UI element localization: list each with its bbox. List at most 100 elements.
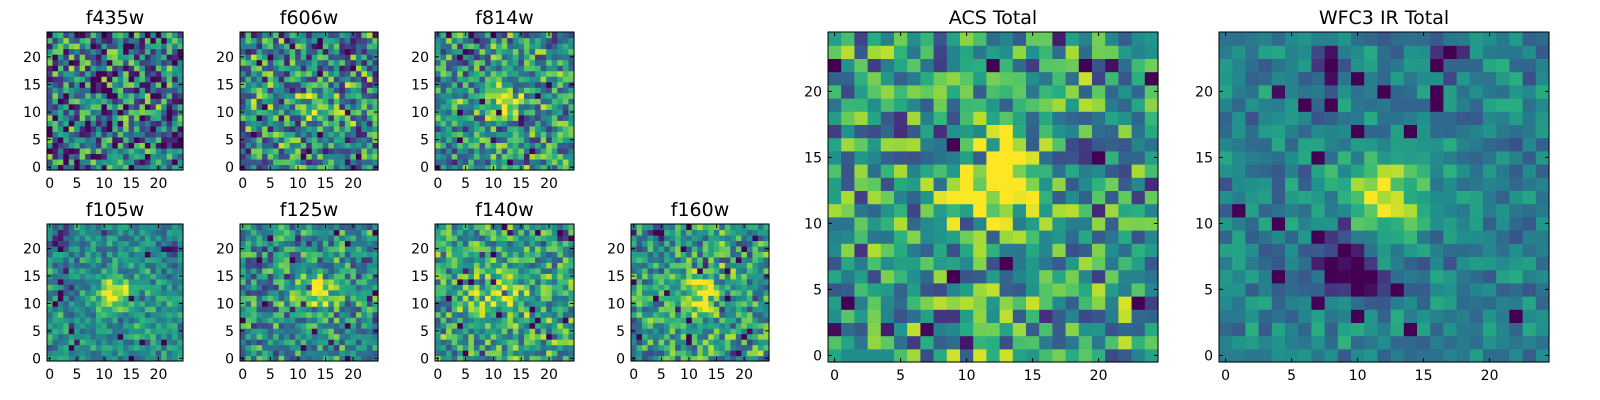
heatmap-cell (763, 339, 770, 346)
heatmap-cell (686, 256, 693, 263)
heatmap-cell (355, 262, 363, 269)
heatmap-cell (1012, 348, 1027, 363)
heatmap-cell (512, 256, 519, 263)
heatmap-cell (161, 317, 168, 324)
heatmap-cell (63, 317, 70, 324)
heatmap-cell (518, 278, 525, 285)
heatmap-cell (366, 278, 374, 285)
heatmap-cell (344, 153, 351, 160)
heatmap-cell (240, 234, 247, 242)
heatmap-cell (317, 81, 324, 88)
heatmap-cell (366, 355, 374, 362)
heatmap-cell (501, 251, 508, 258)
heatmap-cell (446, 333, 453, 340)
heatmap-cell (999, 203, 1014, 218)
heatmap-cell (691, 234, 698, 242)
heatmap-cell (284, 256, 291, 263)
heatmap-cell (134, 136, 141, 143)
heatmap-cell (57, 273, 64, 280)
heatmap-cell (366, 300, 374, 307)
heatmap-cell (251, 273, 258, 280)
heatmap-cell (946, 269, 961, 284)
heatmap-cell (719, 284, 726, 291)
heatmap-cell (468, 153, 475, 160)
heatmap-cell (101, 240, 108, 247)
heatmap-cell (155, 251, 162, 258)
heatmap-cell (63, 262, 70, 269)
heatmap-cell (112, 262, 119, 269)
heatmap-cell (333, 120, 340, 127)
heatmap-cell (256, 333, 263, 340)
heatmap-cell (713, 262, 720, 269)
heatmap-cell (1026, 269, 1040, 284)
heatmap-cell (112, 103, 119, 110)
heatmap-cell (267, 103, 274, 110)
heatmap-cell (507, 289, 514, 296)
heatmap-cell (435, 333, 442, 340)
heatmap-cell (278, 147, 285, 155)
heatmap-cell (473, 234, 481, 242)
heatmap-cell (123, 262, 130, 269)
heatmap-cell (568, 48, 575, 55)
heatmap-cell (708, 355, 715, 362)
heatmap-cell (631, 284, 638, 291)
heatmap-cell (128, 322, 135, 329)
heatmap-cell (306, 229, 313, 236)
heatmap-cell (675, 273, 682, 280)
heatmap-cell (68, 37, 75, 44)
heatmap-cell (350, 54, 357, 61)
heatmap-cell (653, 278, 660, 285)
heatmap-cell (134, 164, 141, 171)
heatmap-cell (496, 120, 503, 127)
heatmap-cell (161, 120, 168, 127)
heatmap-cell (161, 136, 168, 143)
heatmap-cell (485, 87, 492, 94)
heatmap-cell (300, 54, 307, 61)
heatmap-cell (57, 37, 64, 44)
heatmap-cell (501, 54, 508, 61)
heatmap-cell (172, 147, 179, 155)
heatmap-cell (240, 251, 247, 258)
heatmap-cell (47, 103, 54, 110)
heatmap-cell (366, 229, 374, 236)
heatmap-cell (907, 177, 921, 191)
heatmap-cell (117, 267, 124, 274)
heatmap-cell (546, 284, 553, 291)
heatmap-cell (256, 65, 263, 72)
heatmap-cell (278, 37, 285, 44)
heatmap-cell (496, 317, 503, 324)
heatmap-cell (746, 251, 754, 258)
heatmap-cell (172, 295, 179, 302)
heatmap-cell (920, 164, 935, 178)
heatmap-cell (128, 256, 135, 263)
heatmap-cell (446, 311, 453, 318)
heatmap-cell (262, 43, 269, 50)
heatmap-cell (139, 131, 146, 138)
heatmap-cell (1039, 230, 1053, 244)
heatmap-cell (117, 295, 124, 302)
heatmap-cell (52, 311, 59, 318)
heatmap-cell (735, 224, 742, 231)
heatmap-cell (57, 317, 64, 324)
heatmap-cell (361, 262, 368, 269)
heatmap-cell (63, 59, 70, 66)
heatmap-cell (894, 203, 908, 218)
heatmap-cell (446, 153, 453, 160)
heatmap-cell (490, 43, 497, 50)
heatmap-cell (161, 251, 168, 258)
heatmap-cell (267, 289, 274, 296)
heatmap-cell (507, 103, 514, 110)
y-tick-label: 15 (216, 77, 234, 93)
heatmap-cell (653, 245, 660, 252)
heatmap-cell (440, 92, 447, 99)
heatmap-cell (333, 109, 340, 116)
heatmap-cell (322, 114, 329, 121)
heatmap-cell (631, 234, 638, 242)
heatmap-cell (691, 256, 698, 263)
heatmap-cell (361, 273, 368, 280)
heatmap-cell (68, 317, 75, 324)
heatmap-cell (333, 344, 340, 351)
heatmap-cell (713, 267, 720, 274)
heatmap-cell (642, 339, 649, 346)
heatmap-cell (468, 109, 475, 116)
